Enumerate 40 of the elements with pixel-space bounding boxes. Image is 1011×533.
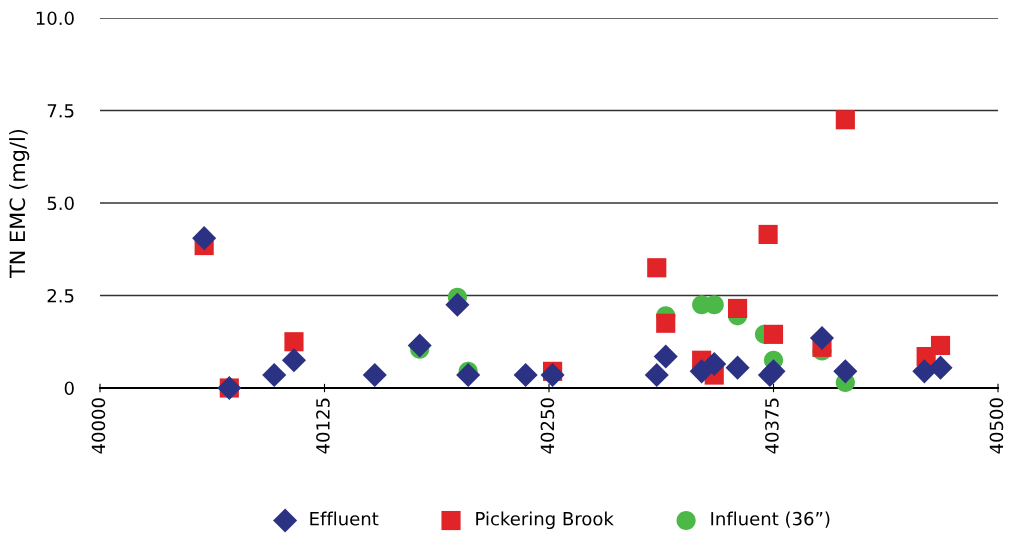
- point: [833, 359, 858, 384]
- point: [281, 348, 306, 373]
- y-tick-label: 7.5: [47, 104, 74, 118]
- point: [362, 363, 387, 388]
- point: [928, 355, 953, 380]
- point: [763, 324, 784, 344]
- point: [656, 313, 676, 333]
- x-tick-label: 40000: [91, 398, 106, 454]
- point: [728, 298, 748, 319]
- x-tick-label: 40375: [765, 398, 779, 454]
- legend-label: Pickering Brook: [476, 511, 614, 530]
- y-axis-title: TN EMC (mg/l): [9, 129, 30, 278]
- point: [192, 226, 217, 251]
- point: [262, 363, 287, 388]
- point: [912, 359, 937, 384]
- x-tick-label: 40250: [540, 398, 555, 454]
- point: [647, 258, 667, 278]
- point: [702, 351, 727, 376]
- point: [540, 363, 565, 388]
- point: [644, 363, 669, 388]
- y-tick-label: 2.5: [47, 288, 74, 303]
- point: [704, 295, 724, 315]
- y-tick-label: 5.0: [47, 196, 74, 211]
- point: [725, 355, 750, 380]
- legend-label: Effluent: [310, 511, 379, 526]
- point: [758, 224, 778, 245]
- y-tick-label: 10.0: [36, 11, 74, 26]
- point: [456, 363, 481, 388]
- point: [284, 332, 304, 352]
- x-tick-label: 40125: [316, 398, 330, 454]
- y-tick-label: 0: [64, 381, 74, 396]
- point: [930, 335, 951, 356]
- x-tick-label: 40500: [989, 398, 1004, 454]
- point: [407, 333, 432, 358]
- legend-label: Influent (36”): [711, 511, 830, 528]
- point: [445, 292, 470, 317]
- point: [835, 110, 855, 130]
- point: [653, 344, 678, 369]
- point: [513, 363, 538, 388]
- point: [809, 326, 835, 351]
